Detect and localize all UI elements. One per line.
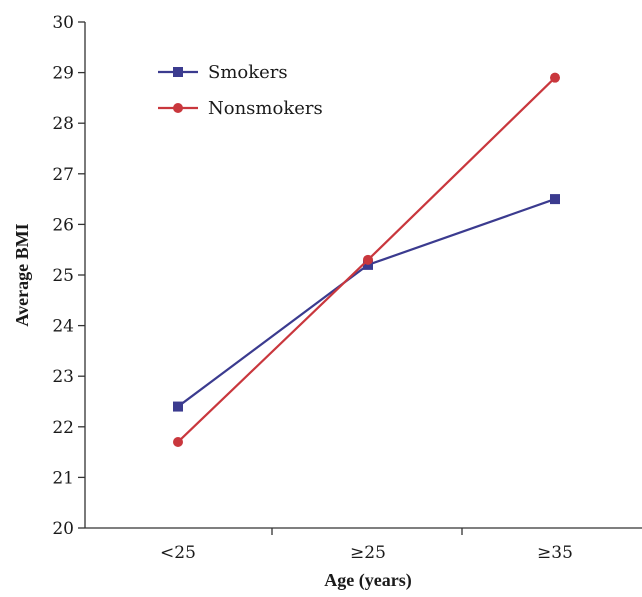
y-tick-label: 24 <box>52 317 74 337</box>
x-axis: <25 ≥25 ≥35 <box>85 527 642 563</box>
y-axis: 20 21 22 23 24 25 26 27 28 29 30 <box>52 13 86 539</box>
y-tick-label: 21 <box>52 468 74 488</box>
data-point <box>363 259 373 270</box>
y-tick-label: 20 <box>52 519 74 539</box>
data-point <box>173 401 183 412</box>
y-axis-ticks: 20 21 22 23 24 25 26 27 28 29 30 <box>52 13 85 539</box>
legend-label: Nonsmokers <box>208 98 323 119</box>
x-axis-title: Age (years) <box>324 570 411 591</box>
x-axis-ticks: <25 ≥25 ≥35 <box>160 528 573 563</box>
x-tick-label: ≥35 <box>537 543 573 563</box>
series-line <box>177 198 556 408</box>
y-axis-title: Average BMI <box>12 223 32 326</box>
y-tick-label: 25 <box>52 266 74 286</box>
x-tick-label: <25 <box>160 543 196 563</box>
series-nonsmokers <box>173 72 560 447</box>
y-tick-label: 27 <box>52 165 74 185</box>
data-point <box>550 194 560 205</box>
x-tick-label: ≥25 <box>350 543 386 563</box>
series-layer <box>173 72 560 447</box>
y-tick-label: 28 <box>52 114 74 134</box>
legend-marker <box>173 67 183 77</box>
series-smokers <box>173 194 560 412</box>
y-tick-label: 26 <box>52 215 74 235</box>
legend-label: Smokers <box>208 62 288 83</box>
data-point <box>173 436 183 447</box>
y-tick-label: 29 <box>52 64 74 84</box>
legend-item: Nonsmokers <box>158 98 323 119</box>
y-tick-label: 22 <box>52 418 74 438</box>
y-tick-label: 30 <box>52 13 74 33</box>
y-tick-label: 23 <box>52 367 74 387</box>
legend: Smokers Nonsmokers <box>158 62 323 119</box>
legend-marker <box>173 103 183 113</box>
data-point <box>363 254 373 265</box>
legend-item: Smokers <box>158 62 288 83</box>
data-point <box>550 72 560 83</box>
